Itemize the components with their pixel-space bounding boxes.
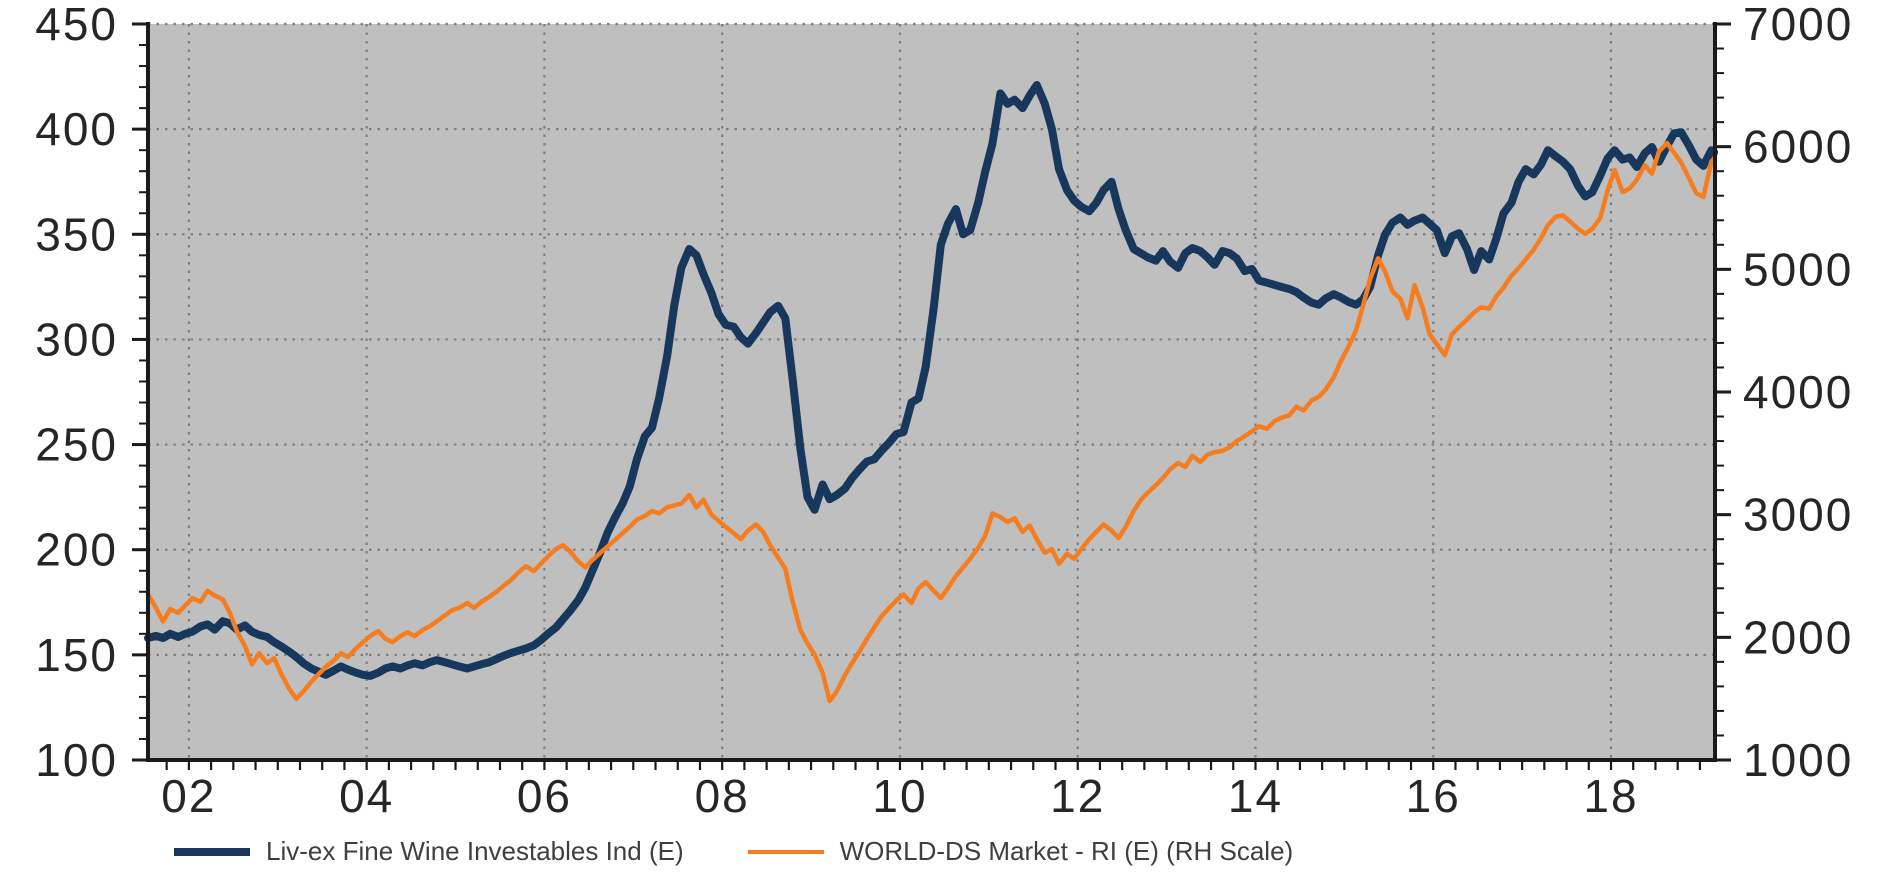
right-axis-tick-label: 5000 xyxy=(1743,243,1853,295)
right-axis-tick-label: 2000 xyxy=(1743,611,1853,663)
right-axis-tick-label: 1000 xyxy=(1743,734,1853,786)
left-axis-tick-label: 450 xyxy=(35,0,118,50)
left-axis-tick-label: 150 xyxy=(35,629,118,681)
plot-background xyxy=(148,24,1715,760)
navy-line-swatch-icon xyxy=(174,847,250,856)
x-axis-tick-label: 12 xyxy=(1050,770,1105,822)
legend-item-liv-ex: Liv-ex Fine Wine Investables Ind (E) xyxy=(174,836,684,867)
x-axis-tick-label: 02 xyxy=(161,770,216,822)
left-axis-tick-label: 100 xyxy=(35,734,118,786)
x-axis-tick-label: 10 xyxy=(872,770,927,822)
x-axis-tick-label: 18 xyxy=(1583,770,1638,822)
right-axis-tick-label: 3000 xyxy=(1743,489,1853,541)
left-axis-tick-label: 250 xyxy=(35,419,118,471)
series-line-world-ds xyxy=(145,140,1717,704)
left-axis-tick-label: 400 xyxy=(35,103,118,155)
x-axis-tick-label: 08 xyxy=(695,770,750,822)
legend-item-world-ds: WORLD-DS Market - RI (E) (RH Scale) xyxy=(747,836,1294,867)
left-axis-tick-label: 300 xyxy=(35,313,118,365)
series-line-liv-ex xyxy=(144,81,1719,680)
legend-label-liv-ex: Liv-ex Fine Wine Investables Ind (E) xyxy=(266,836,684,866)
x-axis-tick-label: 14 xyxy=(1228,770,1283,822)
x-axis-tick-label: 06 xyxy=(517,770,572,822)
chart-legend: Liv-ex Fine Wine Investables Ind (E) WOR… xyxy=(174,836,1293,867)
left-axis-tick-label: 350 xyxy=(35,208,118,260)
right-axis-tick-label: 6000 xyxy=(1743,121,1853,173)
orange-line-swatch-icon xyxy=(747,849,824,854)
left-axis-tick-label: 200 xyxy=(35,524,118,576)
right-axis-tick-label: 4000 xyxy=(1743,366,1853,418)
x-axis-tick-label: 16 xyxy=(1406,770,1461,822)
right-axis-tick-label: 7000 xyxy=(1743,0,1853,50)
legend-label-world-ds: WORLD-DS Market - RI (E) (RH Scale) xyxy=(839,836,1294,866)
x-axis-tick-label: 04 xyxy=(339,770,394,822)
